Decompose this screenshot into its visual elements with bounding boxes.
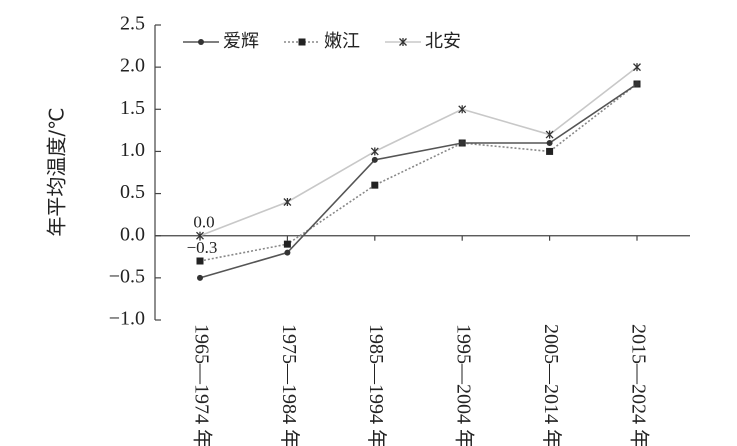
y-tick-label: −1.0 — [109, 308, 145, 330]
axes — [154, 25, 690, 320]
data-point — [546, 147, 554, 155]
y-tick-label: −0.5 — [109, 265, 145, 287]
y-tick-label: 0.0 — [120, 223, 145, 245]
data-point — [284, 249, 291, 256]
x-tick-label: 1965—1974 年 — [190, 324, 213, 446]
series-line — [199, 83, 638, 279]
y-tick-label: 1.5 — [120, 97, 145, 119]
series-2 — [196, 63, 641, 240]
data-point — [283, 198, 292, 206]
data-point — [546, 140, 553, 146]
series-line — [199, 66, 638, 237]
series-0 — [197, 81, 640, 281]
legend-item: 北安 — [385, 31, 461, 52]
series-line — [199, 83, 638, 262]
annotation-label: −0.3 — [187, 238, 218, 257]
data-point — [283, 240, 291, 248]
data-point — [197, 274, 203, 281]
y-axis-label: 年平均温度/℃ — [45, 107, 69, 236]
data-point — [399, 38, 407, 46]
data-point — [370, 147, 379, 156]
annotation-label: 0.0 — [193, 213, 214, 232]
series — [196, 63, 641, 281]
legend-label: 爱辉 — [223, 31, 259, 52]
y-ticks: −1.0 −0.5 0.0 0.5 1.0 1.5 2.0 2.5 — [109, 13, 161, 330]
data-point — [634, 81, 640, 87]
x-tick-label: 2005—2014 年 — [540, 324, 563, 446]
data-point — [633, 63, 641, 72]
y-tick-label: 0.5 — [120, 181, 145, 203]
data-point — [545, 130, 554, 139]
data-point — [196, 257, 204, 265]
y-tick-label: 1.0 — [120, 139, 145, 161]
data-point — [371, 156, 378, 163]
y-tick-label: 2.0 — [120, 55, 145, 77]
data-point — [458, 105, 467, 114]
legend-label: 北安 — [425, 31, 461, 52]
x-ticks: 1965—1974 年 1975—1984 年 1985—1994 年 1995—20… — [190, 235, 650, 446]
x-tick-label: 2015—2024 年 — [627, 324, 650, 446]
annotations: 0.0 −0.3 — [187, 213, 218, 257]
legend-item: 嫩江 — [284, 31, 360, 52]
data-point — [459, 140, 466, 146]
legend-label: 嫩江 — [324, 31, 360, 52]
x-tick-label: 1985—1994 年 — [365, 324, 388, 446]
x-tick-label: 1995—2004 年 — [453, 324, 476, 446]
y-tick-label: 2.5 — [120, 13, 145, 35]
data-point — [371, 181, 379, 189]
series-1 — [196, 80, 641, 265]
y-axis-label-group: 年平均温度/℃ — [45, 107, 69, 236]
x-tick-label: 1975—1984 年 — [278, 324, 301, 446]
legend: 爱辉 嫩江 北安 — [183, 31, 461, 52]
legend-item: 爱辉 — [183, 31, 259, 52]
data-point — [298, 38, 306, 46]
data-point — [198, 39, 204, 45]
data-point — [196, 231, 204, 240]
